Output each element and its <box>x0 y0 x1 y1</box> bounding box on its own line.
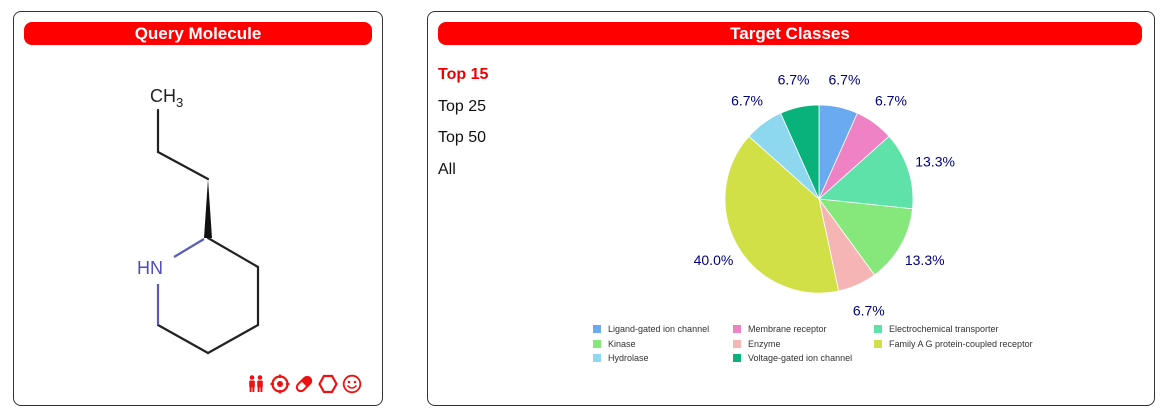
legend-item[interactable]: Ligand-gated ion channel <box>593 323 709 335</box>
pie-slice-kinase[interactable] <box>818 198 913 276</box>
pie-label-0: 6.7% <box>829 72 861 88</box>
legend-swatch <box>874 339 882 348</box>
legend-swatch <box>593 325 601 333</box>
hexagon-icon[interactable] <box>318 374 338 394</box>
top-n-selector: Top 15 Top 25 Top 50 All <box>438 64 488 190</box>
target-classes-title: Target Classes <box>438 22 1142 45</box>
people-icon[interactable] <box>246 374 266 394</box>
legend-label: Ligand-gated ion channel <box>608 324 710 334</box>
bond-c6-c7 <box>206 323 260 355</box>
legend-label: Electrochemical transporter <box>889 324 999 334</box>
legend-swatch <box>733 325 741 333</box>
legend-item[interactable]: Electrochemical transporter <box>874 323 999 335</box>
legend-swatch <box>733 354 741 362</box>
legend-label: Hydrolase <box>608 353 649 363</box>
wedge-bond <box>204 179 212 238</box>
pie-label-7: 6.7% <box>778 72 810 88</box>
pill-icon[interactable] <box>294 374 314 394</box>
legend-swatch <box>593 354 601 362</box>
legend-swatch <box>593 339 601 348</box>
legend-label: Voltage-gated ion channel <box>748 353 853 363</box>
target-classes-panel: Target Classes Top 15 Top 25 Top 50 All 6.7… <box>427 11 1155 406</box>
legend-label: Membrane receptor <box>748 324 827 334</box>
bond-c4-n <box>173 238 205 258</box>
legend-item[interactable]: Membrane receptor <box>733 323 827 335</box>
bond-c2-c3 <box>156 150 210 181</box>
bond-c4-c5 <box>206 236 260 269</box>
target-classes-pie-chart: 6.7% 6.7% 13.3% 13.3% 6.7% 40.0% 6.7% 6.7% <box>694 72 955 319</box>
molecule-toolbar <box>246 374 362 396</box>
pie-label-5: 40.0% <box>694 252 734 268</box>
bond-c7-c8 <box>156 323 210 355</box>
pie-label-4: 6.7% <box>853 302 885 318</box>
top-option-top-15[interactable]: Top 15 <box>438 66 489 83</box>
legend-item[interactable]: Enzyme <box>733 338 781 350</box>
smiley-icon[interactable] <box>342 374 362 394</box>
legend-item[interactable]: Voltage-gated ion channel <box>733 352 852 364</box>
target-icon[interactable] <box>270 374 290 394</box>
top-option-all[interactable]: All <box>438 160 456 178</box>
pie-slice-voltage-gated-ion-channel[interactable] <box>780 104 820 200</box>
top-option-top-25[interactable]: Top 25 <box>438 97 487 115</box>
legend-swatch <box>874 325 882 333</box>
legend-label: Family A G protein-coupled receptor <box>889 338 1033 349</box>
legend-swatch <box>733 339 741 348</box>
methyl-label: CH3 <box>150 86 183 110</box>
nh-label: HN <box>137 258 163 278</box>
molecule-structure: CH3 HN <box>137 86 260 355</box>
legend-label: Enzyme <box>748 338 781 349</box>
pie-label-6: 6.7% <box>731 92 763 108</box>
pie-label-1: 6.7% <box>875 92 907 108</box>
query-molecule-title: Query Molecule <box>24 22 372 45</box>
legend-item[interactable]: Hydrolase <box>593 352 649 364</box>
legend-item[interactable]: Family A G protein-coupled receptor <box>874 338 1033 350</box>
legend-label: Kinase <box>608 338 636 349</box>
pie-slice-electrochemical-transporter[interactable] <box>818 135 914 210</box>
pie-label-3: 13.3% <box>905 252 945 268</box>
top-option-top-50[interactable]: Top 50 <box>438 129 487 146</box>
pie-slice-family-a-g-protein-coupled-receptor[interactable] <box>724 135 840 294</box>
pie-label-2: 13.3% <box>915 154 955 170</box>
legend-item[interactable]: Kinase <box>593 338 636 350</box>
query-molecule-panel: Query Molecule CH3 HN <box>13 11 383 406</box>
